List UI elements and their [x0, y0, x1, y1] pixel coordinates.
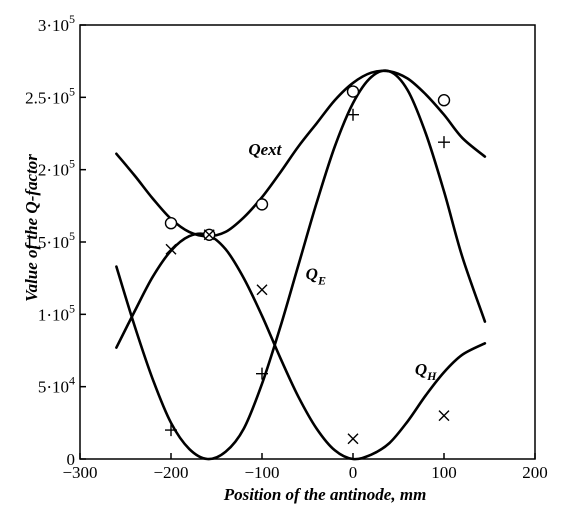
circle-marker-qext	[346, 85, 360, 98]
x-tick-label: 100	[431, 463, 457, 482]
y-tick-mantissa: 3·10	[38, 16, 69, 35]
markers	[164, 85, 451, 445]
curves	[115, 69, 487, 461]
y-tick-mantissa: 1.5·10	[25, 233, 69, 252]
y-tick-mantissa: 2.5·10	[25, 88, 69, 107]
circle-marker-qext	[164, 216, 178, 230]
circle-marker-qext	[255, 198, 269, 211]
curve-label-qext: Qext	[248, 140, 282, 159]
y-tick-exponent: 4	[69, 374, 75, 388]
x-tick-label: 200	[522, 463, 548, 482]
y-axis-title: Value of the Q-factor	[22, 154, 41, 302]
curve-label-qh: QH	[415, 360, 437, 383]
y-tick-label: 5·104	[38, 374, 75, 397]
y-tick-exponent: 5	[69, 157, 75, 171]
x-axis-title: Position of the antinode, mm	[223, 485, 427, 504]
x-tick-label: 0	[349, 463, 358, 482]
cross-marker-qh	[165, 243, 177, 255]
curve-qe	[115, 69, 487, 461]
plot-frame	[79, 24, 536, 460]
plus-marker-qe	[256, 367, 268, 380]
cross-marker-qh	[203, 229, 215, 241]
plus-marker-qe	[347, 108, 359, 121]
y-tick-exponent: 5	[69, 12, 75, 26]
cross-marker-qh	[256, 284, 268, 296]
y-tick-mantissa: 0	[67, 450, 76, 469]
circle-marker-qext	[437, 94, 451, 107]
y-tick-label: 1.5·105	[25, 229, 75, 252]
y-tick-exponent: 5	[69, 301, 75, 315]
curve-qh	[115, 232, 487, 461]
curve-qext	[115, 69, 487, 238]
plus-marker-qe	[165, 424, 177, 437]
curve-label-subscript: H	[426, 369, 437, 383]
x-tick-label: −200	[153, 463, 188, 482]
y-tick-mantissa: 2·10	[38, 161, 69, 180]
x-axis-ticks: −300 −200 −100 0 100 200	[62, 453, 548, 482]
curve-label-main: Q	[306, 265, 318, 284]
y-tick-label: 0	[67, 450, 76, 469]
y-tick-label: 1·105	[38, 301, 75, 324]
x-tick-label: −100	[244, 463, 279, 482]
curve-label-subscript: E	[317, 274, 326, 288]
y-tick-exponent: 5	[69, 229, 75, 243]
cross-marker-qh	[438, 410, 450, 422]
y-tick-mantissa: 5·10	[38, 378, 69, 397]
cross-marker-qh	[347, 433, 359, 445]
x-tick-label: −300	[62, 463, 97, 482]
y-tick-exponent: 5	[69, 84, 75, 98]
y-tick-label: 2·105	[38, 157, 75, 180]
plus-marker-qe	[438, 136, 450, 149]
curve-label-main: Q	[415, 360, 427, 379]
y-tick-mantissa: 1·10	[38, 305, 69, 324]
curve-label-qe: QE	[306, 265, 326, 288]
curve-label-main: Qext	[248, 140, 282, 159]
y-tick-label: 2.5·105	[25, 84, 75, 107]
y-tick-label: 3·105	[38, 12, 75, 35]
